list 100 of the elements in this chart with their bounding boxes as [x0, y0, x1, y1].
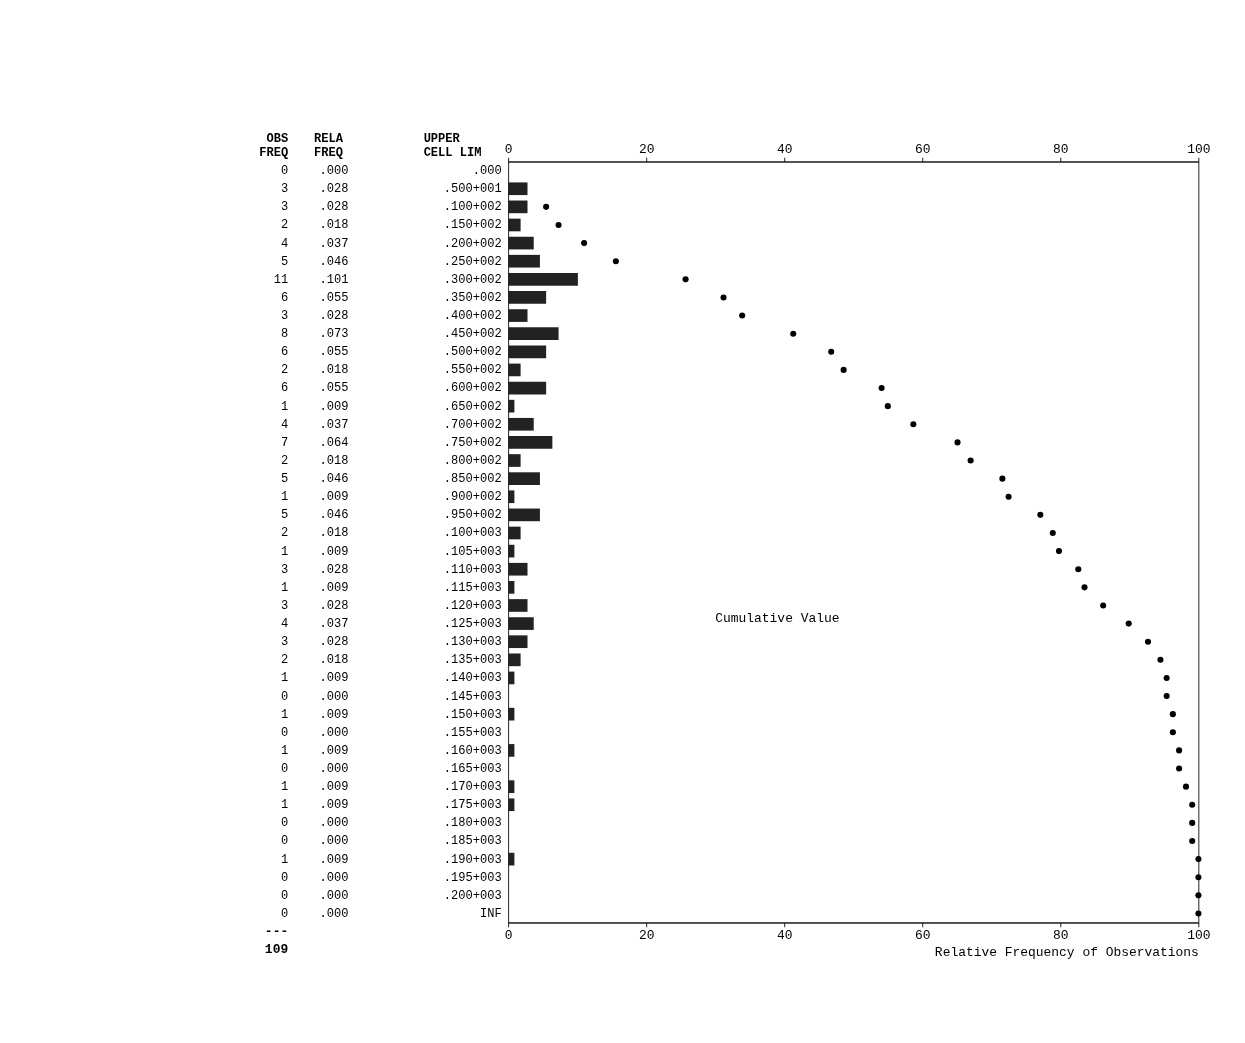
y-tick-label: .100+003	[443, 526, 502, 541]
text: .037	[319, 617, 349, 632]
point	[555, 221, 562, 229]
x2-tick-label: 60	[914, 928, 931, 944]
y-tick-label: .155+003	[443, 725, 502, 740]
bar	[508, 345, 547, 359]
point	[840, 366, 847, 373]
text: .028	[319, 309, 349, 324]
x2-tick-label: 0	[504, 928, 513, 944]
point	[1081, 584, 1088, 591]
point	[1189, 837, 1196, 845]
y-tick-label: .200+003	[443, 888, 502, 903]
text: .009	[319, 544, 349, 559]
point	[720, 294, 727, 301]
y-tick-label: .195+003	[443, 870, 502, 885]
point	[682, 276, 689, 283]
y-tick-label: .600+002	[443, 381, 502, 396]
y-tick-label: .105+003	[443, 544, 502, 559]
y-tick-label: .190+003	[443, 852, 502, 867]
point	[1195, 892, 1202, 899]
text: 6	[280, 290, 289, 305]
y-tick-label: .750+002	[443, 435, 502, 450]
bar	[508, 653, 521, 667]
text: 1	[280, 671, 289, 686]
bar	[508, 291, 547, 304]
text: 5	[280, 254, 289, 269]
point	[1075, 566, 1082, 573]
text: 5	[280, 508, 289, 523]
x-tick-label: 0	[504, 142, 513, 158]
x-tick-label: 20	[638, 142, 655, 158]
text: 2	[280, 453, 289, 468]
text: .000	[319, 834, 349, 849]
point	[1176, 747, 1183, 754]
text: 11	[273, 272, 289, 287]
text: 2	[280, 218, 289, 233]
y-tick-label: .165+003	[443, 761, 502, 776]
y-tick-label: .135+003	[443, 653, 502, 668]
text: 2	[280, 526, 289, 541]
text: .028	[319, 182, 349, 197]
text: .046	[319, 254, 349, 269]
point	[543, 203, 550, 210]
x-tick-label: 100	[1187, 142, 1211, 158]
point	[1100, 602, 1107, 609]
y-tick-label: INF	[479, 906, 502, 921]
text: .000	[319, 689, 349, 704]
text: .028	[319, 635, 349, 650]
y-tick-label: .175+003	[443, 798, 502, 813]
point	[1125, 620, 1132, 627]
text: .018	[319, 526, 349, 541]
text: .009	[319, 798, 349, 813]
text: 0	[280, 725, 289, 740]
y-tick-label: .000	[472, 164, 502, 179]
bar	[508, 599, 528, 612]
text: .009	[319, 780, 349, 795]
text: 109	[264, 941, 289, 957]
y-tick-label: .800+002	[443, 453, 502, 468]
text: .000	[319, 164, 349, 179]
text: 0	[280, 761, 289, 776]
point	[790, 330, 797, 337]
text: 7	[280, 435, 289, 450]
text: .009	[319, 399, 349, 414]
bar	[508, 562, 528, 576]
y-tick-label: .950+002	[443, 508, 502, 523]
text: 0	[280, 834, 289, 849]
y-tick-label: .500+002	[443, 345, 502, 360]
point	[1169, 711, 1176, 718]
text: .037	[319, 417, 349, 432]
text: .046	[319, 508, 349, 523]
bar	[508, 436, 553, 449]
y-tick-label: .110+003	[443, 562, 502, 577]
point	[1182, 783, 1190, 790]
text: .009	[319, 743, 349, 758]
bar	[508, 671, 515, 685]
text: .055	[319, 290, 349, 305]
x2-tick-label: 20	[638, 928, 655, 944]
x2-tick-label: 40	[776, 928, 793, 944]
text: RELA FREQ	[314, 131, 344, 160]
y-tick-label: .185+003	[443, 834, 502, 849]
text: 3	[280, 182, 289, 197]
bar	[508, 581, 515, 594]
y-tick-label: .250+002	[443, 254, 502, 269]
y-tick-label: .550+002	[443, 363, 502, 378]
bar	[508, 182, 528, 196]
x-tick-label: 40	[776, 142, 793, 158]
text: 1	[280, 743, 289, 758]
text: 1	[280, 544, 289, 559]
text: .018	[319, 218, 349, 233]
text: 0	[280, 906, 289, 921]
bar	[508, 852, 515, 866]
bar	[508, 798, 515, 812]
text: .055	[319, 345, 349, 360]
text: 4	[280, 236, 289, 251]
bar	[508, 617, 534, 630]
y-tick-label: .400+002	[443, 309, 502, 324]
text: UPPER CELL LIM	[423, 131, 482, 160]
bar	[508, 544, 515, 558]
x-tick-label: 60	[914, 142, 931, 158]
text: 5	[280, 472, 289, 487]
y-tick-label: .160+003	[443, 743, 502, 758]
text: .018	[319, 653, 349, 668]
